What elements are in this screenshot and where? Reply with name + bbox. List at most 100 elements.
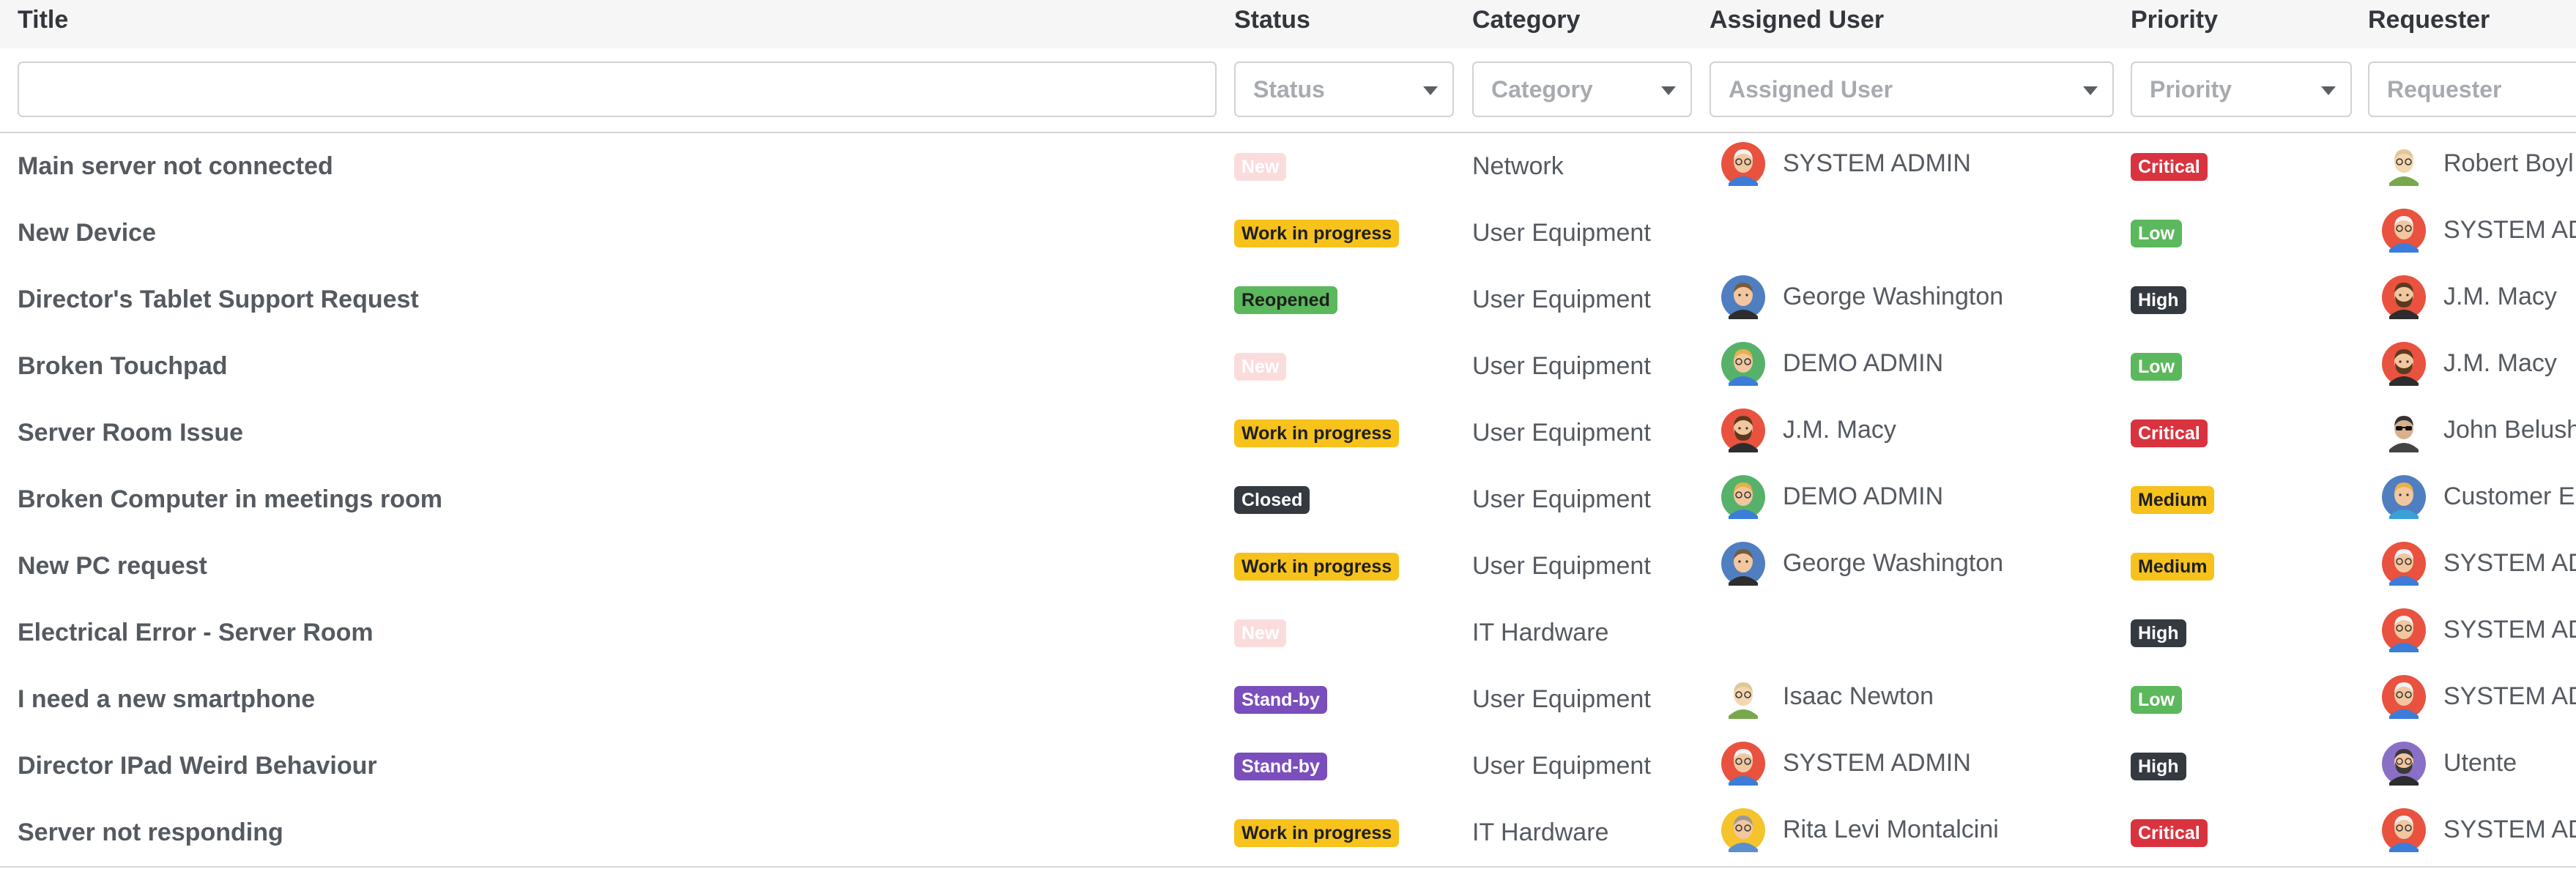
assigned-user-name: DEMO ADMIN xyxy=(1783,482,1944,510)
priority-badge: Critical xyxy=(2131,152,2208,181)
chevron-down-icon xyxy=(2321,86,2336,95)
requester-cell: Robert Boyl xyxy=(2382,130,2574,197)
column-header-priority[interactable]: Priority xyxy=(2131,6,2219,34)
assigned-user-cell: SYSTEM ADMIN xyxy=(1721,130,1971,197)
requester-name: SYSTEM AD xyxy=(2443,616,2576,644)
requester-name: SYSTEM AD xyxy=(2443,549,2576,577)
ticket-title[interactable]: Broken Touchpad xyxy=(18,352,228,380)
priority-badge: Critical xyxy=(2131,419,2208,447)
admin-red-avatar-icon xyxy=(2382,208,2426,253)
admin-red-avatar-icon xyxy=(2382,674,2426,719)
requester-name: Customer E xyxy=(2443,482,2575,510)
table-row[interactable]: New Device Work in progress User Equipme… xyxy=(0,200,2576,268)
table-row[interactable]: Main server not connected New Network SY… xyxy=(0,133,2576,201)
assigned-user-name: J.M. Macy xyxy=(1783,416,1896,444)
customer-blue-avatar-icon xyxy=(2382,474,2426,519)
requester-cell: SYSTEM AD xyxy=(2382,197,2576,264)
george-blue-avatar-icon xyxy=(1721,541,1765,586)
column-header-requester[interactable]: Requester xyxy=(2368,6,2490,34)
requester-cell: J.M. Macy xyxy=(2382,330,2557,397)
bald-glasses-avatar-icon xyxy=(2382,141,2426,186)
assigned-user-filter-select[interactable]: Assigned User xyxy=(1710,61,2114,117)
status-badge: Stand-by xyxy=(1234,685,1327,714)
category-text: User Equipment xyxy=(1472,219,1651,247)
table-row[interactable]: Broken Touchpad New User Equipment DEMO … xyxy=(0,333,2576,401)
table-row[interactable]: I need a new smartphone Stand-by User Eq… xyxy=(0,666,2576,734)
table-row[interactable]: Electrical Error - Server Room New IT Ha… xyxy=(0,600,2576,668)
chevron-down-icon xyxy=(1423,86,1438,95)
assigned-user-name: SYSTEM ADMIN xyxy=(1783,749,1971,777)
assigned-user-cell: George Washington xyxy=(1721,264,2003,330)
requester-cell: J.M. Macy xyxy=(2382,264,2557,330)
title-filter-input[interactable] xyxy=(18,61,1217,117)
table-row[interactable]: Server not responding Work in progress I… xyxy=(0,799,2576,868)
beard-red-avatar-icon xyxy=(2382,275,2426,319)
priority-badge: Medium xyxy=(2131,552,2215,581)
priority-badge: Medium xyxy=(2131,485,2215,514)
requester-name: J.M. Macy xyxy=(2443,283,2557,310)
ticket-title[interactable]: Broken Computer in meetings room xyxy=(18,485,442,513)
category-text: IT Hardware xyxy=(1472,818,1609,846)
ticket-title[interactable]: Server not responding xyxy=(18,818,283,846)
status-badge: Work in progress xyxy=(1234,219,1400,247)
status-badge: New xyxy=(1234,619,1287,647)
table-row[interactable]: Server Room Issue Work in progress User … xyxy=(0,400,2576,468)
assigned-user-name: SYSTEM ADMIN xyxy=(1783,149,1971,177)
assigned-user-name: George Washington xyxy=(1783,549,2004,577)
category-filter-select[interactable]: Category xyxy=(1472,61,1692,117)
admin-red-avatar-icon xyxy=(1721,741,1765,786)
assigned-user-cell: Isaac Newton xyxy=(1721,663,1934,730)
assigned-user-cell: J.M. Macy xyxy=(1721,397,1896,463)
ticket-title[interactable]: Director's Tablet Support Request xyxy=(18,286,419,313)
priority-badge: Low xyxy=(2131,219,2182,247)
priority-badge: Low xyxy=(2131,352,2182,381)
priority-filter-placeholder: Priority xyxy=(2150,76,2232,102)
category-text: User Equipment xyxy=(1472,352,1651,380)
category-text: User Equipment xyxy=(1472,685,1651,713)
requester-name: J.M. Macy xyxy=(2443,349,2557,377)
admin-red-avatar-icon xyxy=(2382,808,2426,852)
admin-red-avatar-icon xyxy=(2382,541,2426,586)
priority-badge: High xyxy=(2131,752,2186,780)
chevron-down-icon xyxy=(1661,86,1676,95)
requester-cell: John Belush xyxy=(2382,397,2576,463)
table-row[interactable]: New PC request Work in progress User Equ… xyxy=(0,533,2576,601)
table-row[interactable]: Director's Tablet Support Request Reopen… xyxy=(0,266,2576,335)
priority-filter-select[interactable]: Priority xyxy=(2131,61,2352,117)
category-text: User Equipment xyxy=(1472,485,1651,513)
ticket-title[interactable]: Main server not connected xyxy=(18,152,333,180)
ticket-title[interactable]: Director IPad Weird Behaviour xyxy=(18,752,377,780)
requester-filter-select[interactable]: Requester xyxy=(2368,61,2576,117)
table-row[interactable]: Broken Computer in meetings room Closed … xyxy=(0,466,2576,534)
requester-cell: SYSTEM AD xyxy=(2382,797,2576,863)
requester-name: SYSTEM AD xyxy=(2443,216,2576,244)
category-text: User Equipment xyxy=(1472,752,1651,780)
column-header-assigned-user[interactable]: Assigned User xyxy=(1710,6,1885,34)
requester-name: SYSTEM AD xyxy=(2443,816,2576,843)
column-header-category[interactable]: Category xyxy=(1472,6,1581,34)
status-badge: Reopened xyxy=(1234,286,1337,314)
status-filter-select[interactable]: Status xyxy=(1234,61,1454,117)
status-badge: New xyxy=(1234,152,1287,181)
requester-name: Utente xyxy=(2443,749,2517,777)
ticket-title[interactable]: Electrical Error - Server Room xyxy=(18,619,374,646)
assigned-user-cell: DEMO ADMIN xyxy=(1721,463,1943,530)
ticket-title[interactable]: Server Room Issue xyxy=(18,419,244,447)
column-header-status[interactable]: Status xyxy=(1234,6,1310,34)
category-text: User Equipment xyxy=(1472,552,1651,580)
ticket-title[interactable]: New PC request xyxy=(18,552,207,580)
rita-yellow-avatar-icon xyxy=(1721,808,1765,852)
ticket-title[interactable]: I need a new smartphone xyxy=(18,685,316,713)
requester-name: SYSTEM AD xyxy=(2443,682,2576,710)
category-text: Network xyxy=(1472,152,1564,180)
ticket-title[interactable]: New Device xyxy=(18,219,156,247)
assigned-user-cell: SYSTEM ADMIN xyxy=(1721,730,1971,797)
filter-row: Status Category Assigned User Priority R… xyxy=(0,48,2576,133)
status-filter-placeholder: Status xyxy=(1253,76,1325,102)
priority-badge: Critical xyxy=(2131,818,2208,847)
beard-red-avatar-icon xyxy=(1721,408,1765,452)
status-badge: Work in progress xyxy=(1234,419,1400,447)
column-header-title[interactable]: Title xyxy=(18,6,69,34)
table-row[interactable]: Director IPad Weird Behaviour Stand-by U… xyxy=(0,733,2576,801)
